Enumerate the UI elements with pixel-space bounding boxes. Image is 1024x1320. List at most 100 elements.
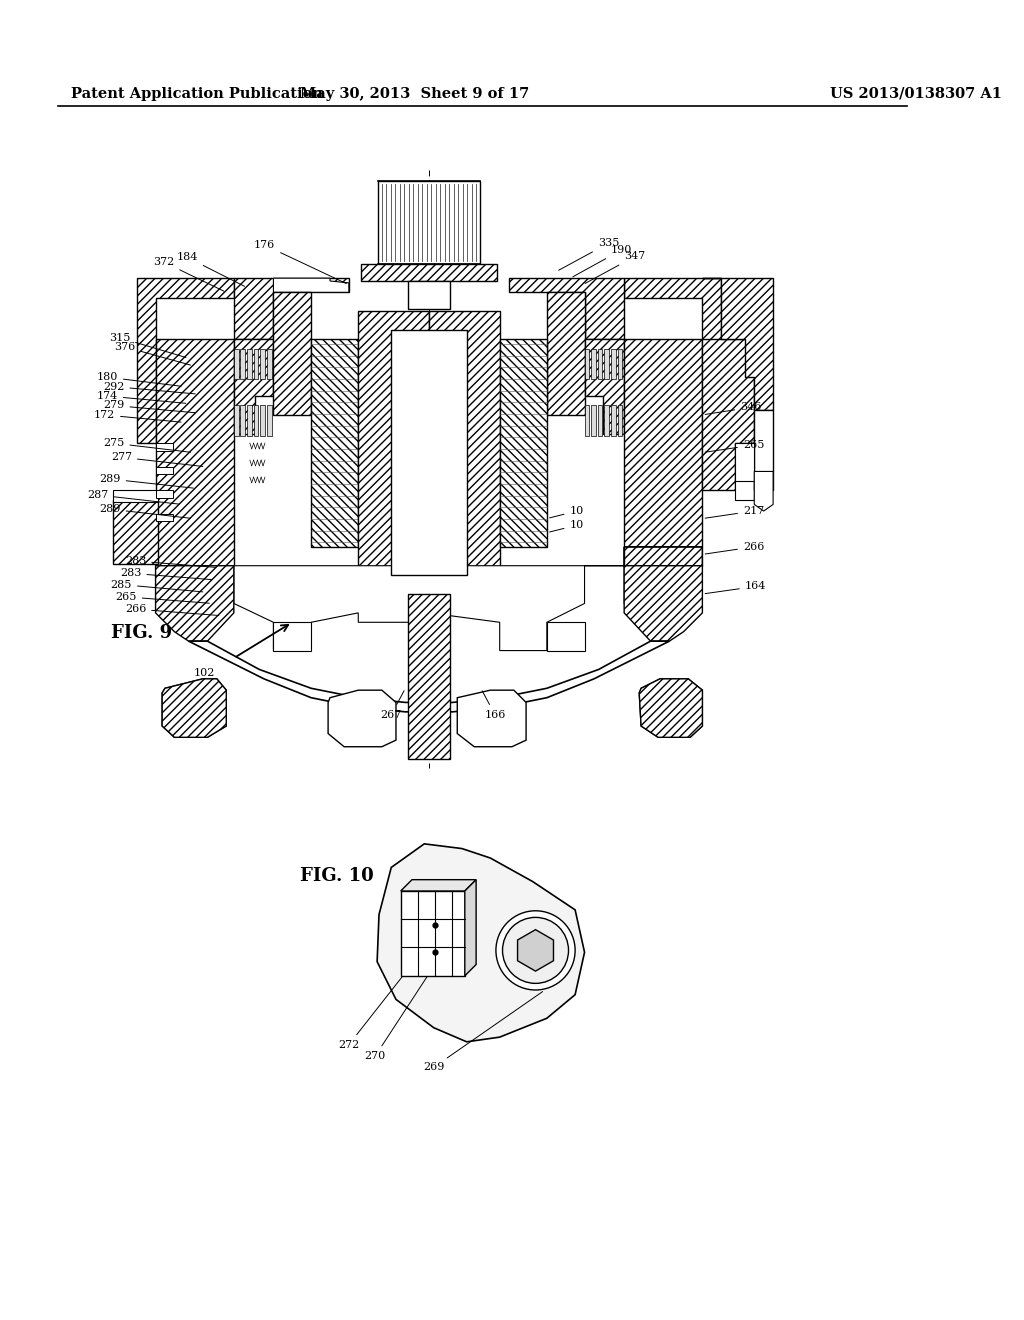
Polygon shape <box>400 879 476 891</box>
Text: 164: 164 <box>706 582 766 594</box>
Polygon shape <box>702 279 773 411</box>
Polygon shape <box>509 279 625 339</box>
Bar <box>156 444 172 450</box>
Text: 174: 174 <box>96 391 185 404</box>
Bar <box>260 348 265 379</box>
Circle shape <box>496 911 575 990</box>
Bar <box>241 348 245 379</box>
Polygon shape <box>233 339 273 434</box>
Text: 279: 279 <box>103 400 196 413</box>
Polygon shape <box>156 546 702 651</box>
Polygon shape <box>273 292 311 414</box>
Text: 190: 190 <box>572 246 632 277</box>
Bar <box>591 348 596 379</box>
Text: 265: 265 <box>116 591 209 603</box>
Text: 376: 376 <box>115 342 190 366</box>
Text: 265: 265 <box>706 440 764 453</box>
Polygon shape <box>273 279 349 292</box>
Polygon shape <box>458 690 526 747</box>
Text: 266: 266 <box>125 605 219 615</box>
Text: 172: 172 <box>94 411 181 422</box>
Polygon shape <box>625 339 702 566</box>
Bar <box>156 513 172 521</box>
Text: 285: 285 <box>111 579 203 591</box>
Bar <box>113 500 159 564</box>
Bar <box>409 281 450 309</box>
Text: FIG. 10: FIG. 10 <box>300 867 374 886</box>
Polygon shape <box>156 339 233 566</box>
Text: 272: 272 <box>338 957 418 1049</box>
Bar <box>585 348 589 379</box>
Bar <box>611 348 615 379</box>
Polygon shape <box>377 843 585 1041</box>
Polygon shape <box>755 471 773 511</box>
Polygon shape <box>517 929 554 972</box>
Bar <box>391 330 467 576</box>
Bar <box>591 405 596 436</box>
Text: 267: 267 <box>381 690 404 719</box>
Bar <box>378 181 480 264</box>
Polygon shape <box>429 312 500 594</box>
Bar <box>156 467 172 474</box>
Text: 347: 347 <box>585 252 645 284</box>
Bar <box>260 405 265 436</box>
Text: May 30, 2013  Sheet 9 of 17: May 30, 2013 Sheet 9 of 17 <box>300 87 529 100</box>
Text: 217: 217 <box>706 506 764 519</box>
Bar <box>604 348 609 379</box>
Text: 275: 275 <box>103 438 190 453</box>
Polygon shape <box>625 566 702 642</box>
Bar <box>409 594 450 759</box>
Polygon shape <box>547 292 585 414</box>
Bar <box>361 264 497 281</box>
Bar <box>400 891 465 975</box>
Text: 346: 346 <box>706 403 762 414</box>
Bar <box>156 490 172 498</box>
Bar <box>598 405 602 436</box>
Polygon shape <box>137 279 233 444</box>
Polygon shape <box>328 690 396 747</box>
Bar <box>617 348 623 379</box>
Polygon shape <box>188 642 670 711</box>
Polygon shape <box>162 678 226 738</box>
Bar <box>617 405 623 436</box>
Bar <box>233 405 239 436</box>
Text: 166: 166 <box>482 690 506 719</box>
Polygon shape <box>233 279 349 339</box>
Bar <box>585 405 589 436</box>
Bar <box>247 405 252 436</box>
Polygon shape <box>311 339 358 546</box>
Text: 266: 266 <box>706 543 764 554</box>
Text: 335: 335 <box>559 239 620 271</box>
Polygon shape <box>639 678 702 738</box>
Polygon shape <box>639 678 702 738</box>
Bar <box>241 405 245 436</box>
Circle shape <box>503 917 568 983</box>
Polygon shape <box>500 339 547 546</box>
Polygon shape <box>156 566 233 642</box>
Bar <box>254 405 258 436</box>
Text: 287: 287 <box>87 490 179 504</box>
Text: 292: 292 <box>103 381 196 393</box>
Text: 315: 315 <box>109 333 186 358</box>
Bar <box>267 348 271 379</box>
Text: 283: 283 <box>125 556 216 568</box>
Polygon shape <box>755 411 773 490</box>
Text: 10: 10 <box>550 520 584 532</box>
Text: 180: 180 <box>96 372 181 387</box>
Text: FIG. 9: FIG. 9 <box>112 624 172 642</box>
Text: 289: 289 <box>99 504 190 519</box>
Text: 184: 184 <box>176 252 245 286</box>
Bar <box>254 348 258 379</box>
Bar <box>604 405 609 436</box>
Polygon shape <box>465 879 476 975</box>
Polygon shape <box>273 622 311 651</box>
Bar <box>611 405 615 436</box>
Polygon shape <box>358 312 429 594</box>
Text: 270: 270 <box>365 962 437 1061</box>
Polygon shape <box>625 279 721 444</box>
Polygon shape <box>735 444 755 480</box>
Text: 269: 269 <box>423 991 543 1072</box>
Bar <box>267 405 271 436</box>
Polygon shape <box>735 444 755 500</box>
Polygon shape <box>547 622 585 651</box>
